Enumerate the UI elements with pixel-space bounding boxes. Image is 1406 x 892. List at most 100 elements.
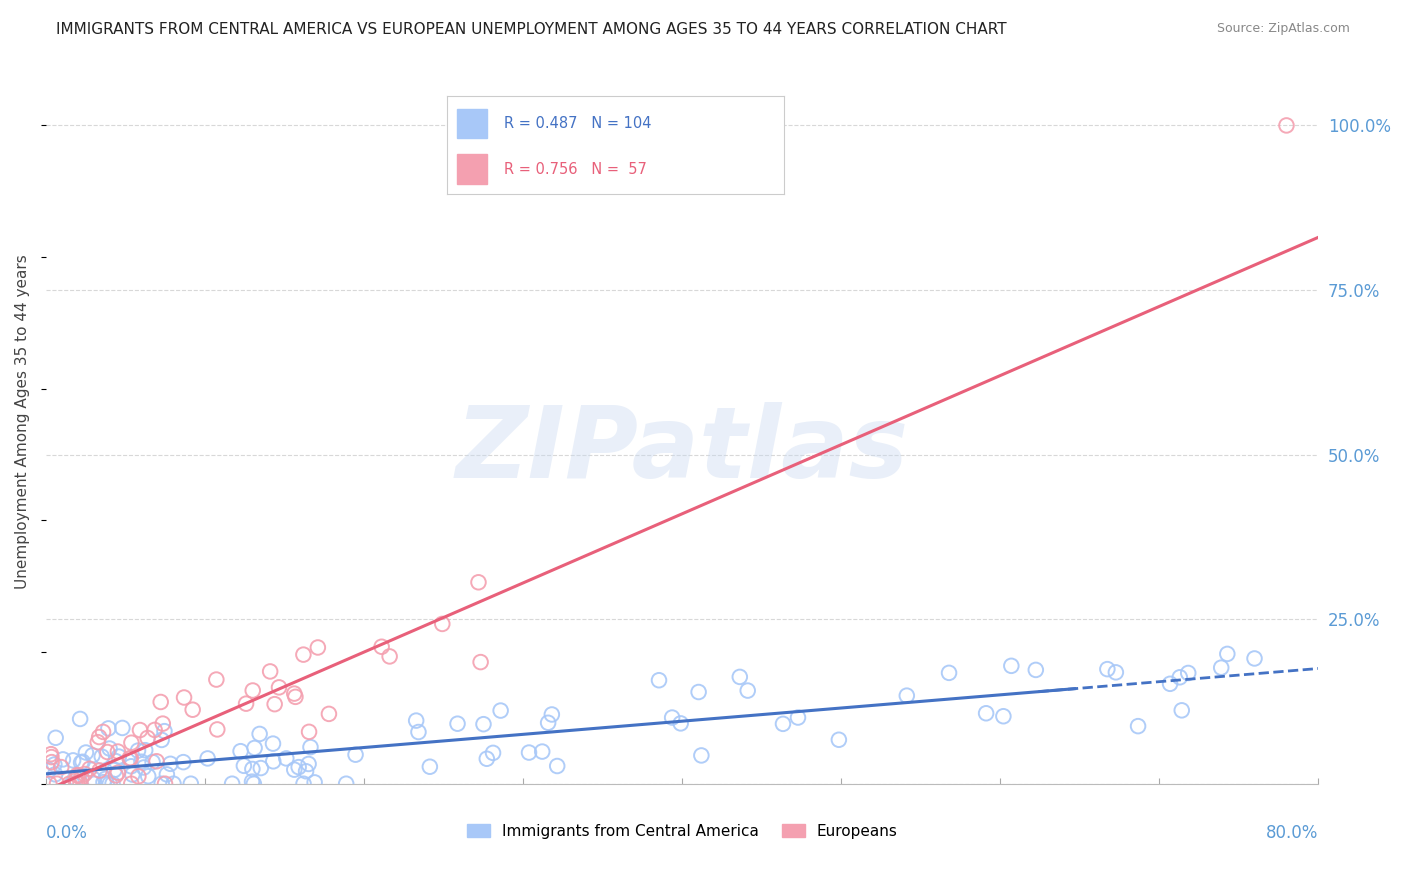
Point bbox=[143, 723, 166, 737]
Point bbox=[120, 777, 142, 791]
Point bbox=[134, 743, 156, 757]
Point bbox=[46, 777, 69, 791]
Point bbox=[131, 755, 153, 769]
Point bbox=[546, 759, 568, 773]
Point bbox=[93, 775, 115, 789]
Point bbox=[75, 746, 97, 760]
Point bbox=[173, 690, 195, 705]
Point bbox=[153, 777, 176, 791]
Point bbox=[419, 760, 441, 774]
Point bbox=[197, 751, 219, 765]
Point bbox=[69, 777, 91, 791]
Point bbox=[259, 665, 281, 679]
Point bbox=[96, 745, 118, 759]
Point bbox=[142, 755, 165, 769]
Point bbox=[41, 755, 63, 769]
Point bbox=[98, 741, 121, 756]
Point bbox=[44, 757, 66, 772]
Point bbox=[149, 695, 172, 709]
Point bbox=[690, 748, 713, 763]
Point bbox=[249, 727, 271, 741]
Point bbox=[235, 697, 257, 711]
Point bbox=[132, 760, 155, 774]
Point bbox=[120, 759, 142, 773]
Point bbox=[1243, 651, 1265, 665]
Point bbox=[107, 765, 129, 780]
Point bbox=[1177, 665, 1199, 680]
Point bbox=[66, 768, 89, 782]
Point bbox=[276, 751, 298, 765]
Point bbox=[661, 710, 683, 724]
Point bbox=[156, 767, 179, 781]
Point bbox=[44, 767, 66, 781]
Point bbox=[370, 640, 392, 654]
Point bbox=[108, 749, 131, 764]
Point bbox=[432, 616, 454, 631]
Point bbox=[250, 761, 273, 775]
Point bbox=[267, 681, 290, 695]
Point bbox=[295, 764, 318, 779]
Text: Source: ZipAtlas.com: Source: ZipAtlas.com bbox=[1216, 22, 1350, 36]
Point bbox=[38, 763, 60, 777]
Point bbox=[104, 768, 127, 782]
Legend: Immigrants from Central America, Europeans: Immigrants from Central America, Europea… bbox=[461, 818, 904, 845]
Y-axis label: Unemployment Among Ages 35 to 44 years: Unemployment Among Ages 35 to 44 years bbox=[15, 254, 30, 589]
Point bbox=[150, 777, 173, 791]
Point bbox=[531, 745, 554, 759]
Point bbox=[772, 716, 794, 731]
Point bbox=[1168, 670, 1191, 684]
Point bbox=[737, 683, 759, 698]
Point bbox=[159, 756, 181, 771]
Point bbox=[828, 732, 851, 747]
Text: IMMIGRANTS FROM CENTRAL AMERICA VS EUROPEAN UNEMPLOYMENT AMONG AGES 35 TO 44 YEA: IMMIGRANTS FROM CENTRAL AMERICA VS EUROP… bbox=[56, 22, 1007, 37]
Text: ZIPatlas: ZIPatlas bbox=[456, 402, 908, 500]
Point bbox=[475, 752, 498, 766]
Point bbox=[72, 755, 94, 769]
Point bbox=[648, 673, 671, 688]
Point bbox=[467, 575, 489, 590]
Point bbox=[89, 730, 111, 744]
Point bbox=[70, 756, 93, 770]
Point bbox=[82, 772, 104, 786]
Point bbox=[482, 746, 505, 760]
Point bbox=[1216, 647, 1239, 661]
Point bbox=[292, 648, 315, 662]
Point bbox=[896, 689, 918, 703]
Point bbox=[304, 775, 326, 789]
Point bbox=[65, 773, 87, 788]
Point bbox=[111, 721, 134, 735]
Point bbox=[120, 751, 142, 765]
Point bbox=[284, 690, 307, 704]
Point bbox=[127, 744, 149, 758]
Point bbox=[232, 759, 254, 773]
Point bbox=[104, 754, 127, 768]
Point bbox=[79, 762, 101, 776]
Point bbox=[82, 748, 104, 763]
Point bbox=[1159, 677, 1181, 691]
Point bbox=[405, 714, 427, 728]
Point bbox=[298, 724, 321, 739]
Point bbox=[136, 731, 159, 745]
Point bbox=[1097, 662, 1119, 676]
Point bbox=[180, 777, 202, 791]
Point bbox=[60, 777, 83, 791]
Point bbox=[172, 755, 194, 769]
Point bbox=[787, 710, 810, 724]
Point bbox=[262, 737, 284, 751]
Point bbox=[262, 754, 284, 768]
Point bbox=[96, 777, 118, 791]
Point bbox=[51, 760, 73, 774]
Point bbox=[107, 745, 129, 759]
Point bbox=[127, 769, 149, 783]
Point bbox=[540, 707, 562, 722]
Point bbox=[207, 723, 229, 737]
Point bbox=[39, 747, 62, 762]
Point bbox=[205, 673, 228, 687]
Point bbox=[67, 769, 90, 783]
Point bbox=[45, 731, 67, 745]
Point bbox=[90, 749, 112, 764]
Point bbox=[243, 777, 266, 791]
Point bbox=[283, 687, 305, 701]
Point bbox=[243, 741, 266, 756]
Point bbox=[287, 760, 309, 774]
